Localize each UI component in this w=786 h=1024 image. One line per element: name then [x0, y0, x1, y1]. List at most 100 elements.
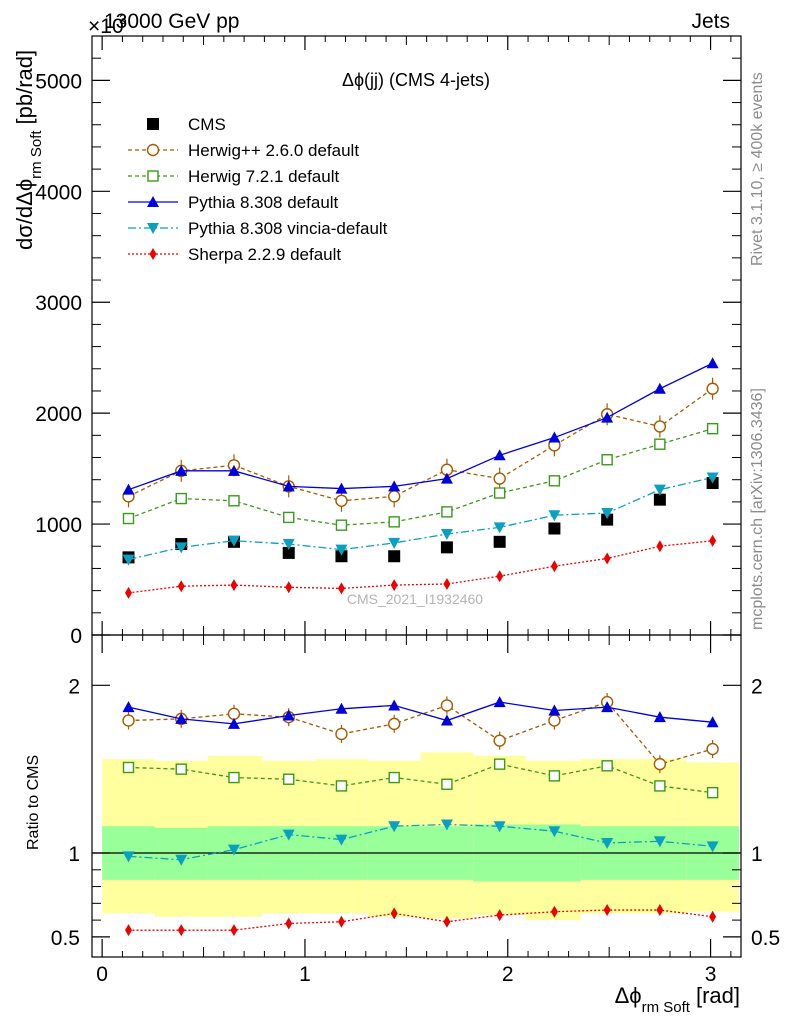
- ratio-y-tick-label-left: 0.5: [51, 927, 80, 950]
- legend-entry: Pythia 8.308 vincia-default: [128, 219, 388, 238]
- main-series-5-line: [129, 541, 713, 593]
- main-series-5-point: [604, 552, 611, 564]
- main-series-2-point: [442, 507, 452, 517]
- x-tick-label: 0: [96, 963, 108, 986]
- main-series-0: [123, 477, 719, 563]
- ratio-series-4-point: [125, 924, 132, 936]
- x-tick-label: 3: [705, 963, 717, 986]
- ratio-y-tick-label-left: 2: [68, 675, 80, 698]
- main-series-2-point: [602, 455, 612, 465]
- ratio-series-2-point: [388, 699, 400, 710]
- main-series-5-point: [551, 560, 558, 572]
- x-axis-title: Δϕrm Soft [rad]: [615, 983, 740, 1016]
- x-tick-label: 1: [299, 963, 311, 986]
- main-series-5-point: [443, 578, 450, 590]
- ratio-panel: 0.5 0.5 1 1 2 2 0 1 2 3: [51, 635, 780, 986]
- main-y-tick-label: 1000: [35, 514, 82, 537]
- main-series-5-point: [178, 580, 185, 592]
- ratio-series-4-point: [709, 911, 716, 923]
- x-tick-label: 2: [502, 963, 514, 986]
- ratio-series-0-point: [336, 728, 347, 739]
- main-series-5-point: [656, 540, 663, 552]
- main-series-3-point: [494, 449, 506, 460]
- legend-marker: [147, 118, 159, 130]
- main-series-0-point: [388, 550, 400, 562]
- main-panel: 0 1000 2000 3000 4000 5000: [35, 36, 741, 648]
- main-series-5-point: [285, 581, 292, 593]
- ratio-series-1-point: [176, 764, 186, 774]
- ratio-series-2: [123, 696, 719, 729]
- legend-label: Sherpa 2.2.9 default: [188, 245, 341, 264]
- ratio-series-1-point: [549, 771, 559, 781]
- main-series-0-point: [441, 541, 453, 553]
- ratio-series-1-point: [229, 773, 239, 783]
- main-series-0-point: [548, 523, 560, 535]
- main-series-2-point: [495, 488, 505, 498]
- ratio-series-0-point: [549, 715, 560, 726]
- main-y-tick-label: 5000: [35, 70, 82, 93]
- main-series-1-point: [707, 383, 718, 394]
- main-series-5-point: [496, 570, 503, 582]
- ratio-series-1-point: [442, 779, 452, 789]
- legend-entry: CMS: [147, 115, 226, 134]
- legend-label: Herwig 7.2.1 default: [188, 167, 339, 186]
- main-series-4-point: [548, 510, 560, 521]
- rivet-label: Rivet 3.1.10, ≥ 400k events: [749, 72, 766, 266]
- ratio-series-1-point: [284, 774, 294, 784]
- ratio-y-tick-label-right: 1: [751, 843, 763, 866]
- uncertainty-bands: [102, 752, 739, 920]
- main-series-5-point: [338, 582, 345, 594]
- legend-marker: [150, 248, 157, 260]
- ratio-series-0-point: [654, 759, 665, 770]
- main-series-1-line: [129, 389, 713, 501]
- ratio-series-0-point: [494, 735, 505, 746]
- main-series-2-point: [176, 494, 186, 504]
- ratio-series-1-point: [389, 773, 399, 783]
- ratio-series-2-point: [123, 701, 135, 712]
- main-series-5-point: [230, 579, 237, 591]
- legend-label: Herwig++ 2.6.0 default: [188, 141, 359, 160]
- ratio-series-2-point: [494, 696, 506, 707]
- legend: CMS Herwig++ 2.6.0 default Herwig 7.2.1 de…: [128, 115, 388, 264]
- main-series-3-point: [707, 357, 719, 368]
- mcplots-label: mcplots.cern.ch [arXiv:1306.3436]: [749, 388, 766, 630]
- main-series-1: [123, 378, 718, 512]
- main-series-4-point: [388, 538, 400, 549]
- main-series-5: [125, 535, 716, 599]
- ratio-series-0-point: [228, 708, 239, 719]
- main-series-2-point: [284, 512, 294, 522]
- ratio-y-tick-label-right: 2: [751, 675, 763, 698]
- main-series-3-point: [123, 484, 135, 495]
- main-series-2-point: [549, 476, 559, 486]
- ratio-series-1-point: [124, 762, 134, 772]
- main-series-2: [124, 424, 718, 531]
- main-series-3: [123, 357, 719, 494]
- ratio-series-4-point: [178, 924, 185, 936]
- main-series-3-point: [654, 383, 666, 394]
- main-series-3-line: [129, 363, 713, 489]
- legend-entry: Sherpa 2.2.9 default: [128, 245, 341, 264]
- ratio-series-4-point: [285, 917, 292, 929]
- main-series-5-point: [125, 587, 132, 599]
- main-series-2-point: [389, 517, 399, 527]
- ratio-series-1-point: [336, 781, 346, 791]
- ratio-series-2-point: [441, 715, 453, 726]
- main-y-tick-label: 2000: [35, 403, 82, 426]
- analysis-watermark: CMS_2021_I1932460: [347, 591, 483, 607]
- observable-category: Jets: [691, 10, 730, 33]
- svg-text:Δϕrm Soft[rad]: Δϕrm Soft [rad]: [615, 983, 740, 1016]
- ratio-series-4-point: [230, 924, 237, 936]
- main-series-2-point: [124, 514, 134, 524]
- main-series-2-point: [336, 520, 346, 530]
- main-series-5-point: [709, 535, 716, 547]
- main-series-1-point: [336, 495, 347, 506]
- ratio-series-1-point: [495, 759, 505, 769]
- main-y-tick-label: 3000: [35, 292, 82, 315]
- legend-entry: Pythia 8.308 default: [128, 193, 339, 212]
- ratio-series-1-point: [602, 761, 612, 771]
- ratio-series-1-point: [708, 788, 718, 798]
- legend-entry: Herwig++ 2.6.0 default: [128, 141, 359, 160]
- main-series-1-point: [494, 473, 505, 484]
- ratio-y-axis-title: Ratio to CMS: [25, 755, 42, 850]
- legend-entry: Herwig 7.2.1 default: [128, 167, 339, 186]
